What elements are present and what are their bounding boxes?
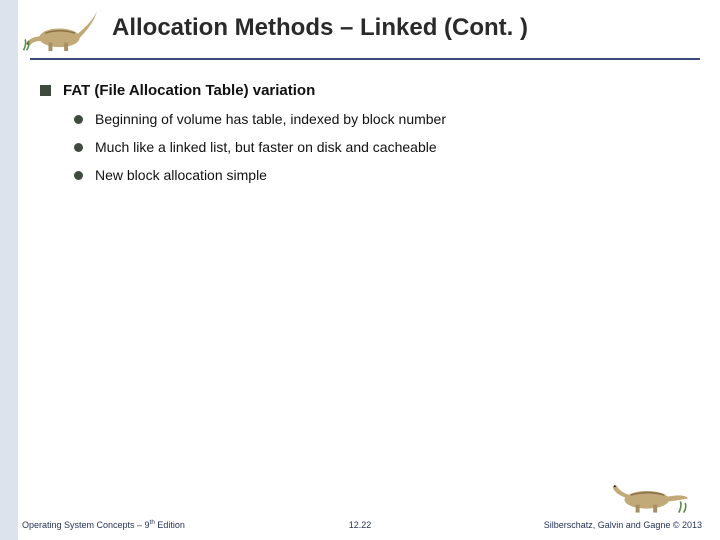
title-rule — [30, 58, 700, 60]
bullet-text: Beginning of volume has table, indexed b… — [95, 111, 446, 127]
disc-bullet-icon — [74, 115, 83, 124]
bullet-text: FAT (File Allocation Table) variation — [63, 82, 315, 99]
bullet-level2: Much like a linked list, but faster on d… — [74, 139, 690, 155]
dinosaur-logo-top — [22, 6, 100, 54]
dinosaur-logo-bottom — [610, 474, 690, 516]
disc-bullet-icon — [74, 171, 83, 180]
bullet-level1: FAT (File Allocation Table) variation — [40, 82, 690, 99]
footer-right: Silberschatz, Galvin and Gagne © 2013 — [544, 520, 702, 530]
slide-title: Allocation Methods – Linked (Cont. ) — [112, 14, 702, 42]
square-bullet-icon — [40, 85, 51, 96]
bullet-text: Much like a linked list, but faster on d… — [95, 139, 437, 155]
bullet-level2: Beginning of volume has table, indexed b… — [74, 111, 690, 127]
disc-bullet-icon — [74, 143, 83, 152]
content-area: FAT (File Allocation Table) variation Be… — [40, 82, 690, 195]
bullet-level2: New block allocation simple — [74, 167, 690, 183]
bullet-text: New block allocation simple — [95, 167, 267, 183]
sidebar-stripe — [0, 0, 18, 540]
